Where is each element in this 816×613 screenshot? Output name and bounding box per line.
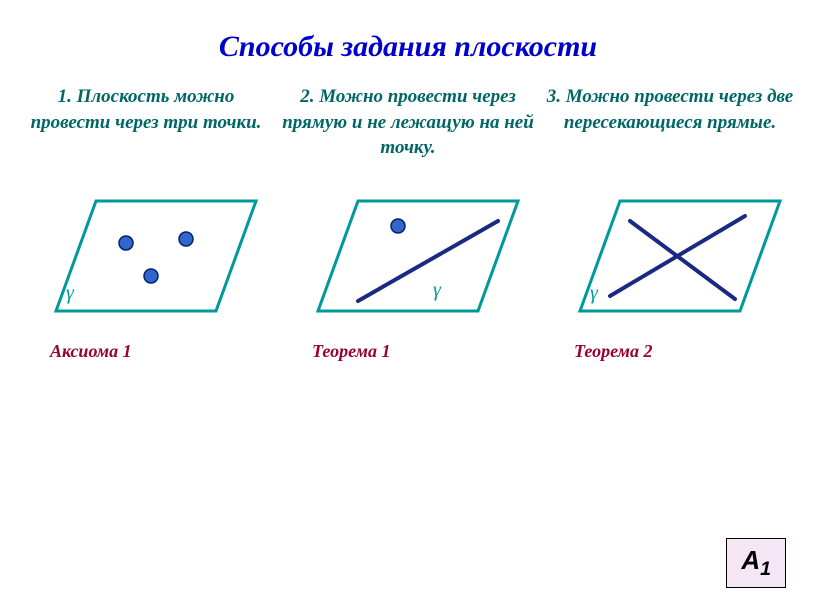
- svg-text:γ: γ: [433, 279, 442, 301]
- diagrams-row: γ Аксиома 1 γ Теорема 1 γ Теорема 2: [0, 161, 816, 362]
- descriptions-row: 1. Плоскость можно провести через три то…: [0, 64, 816, 161]
- tag-main: А: [741, 545, 760, 575]
- diagram-2-svg: γ: [288, 181, 528, 331]
- axiom-tag: А1: [726, 538, 786, 588]
- col-2-text: 2. Можно провести через прямую и не лежа…: [282, 84, 534, 161]
- diagram-2: γ Теорема 1: [282, 181, 534, 362]
- diagram-1-svg: γ: [26, 181, 266, 331]
- col-3: 3. Можно провести через две пересекающие…: [544, 84, 796, 161]
- svg-text:γ: γ: [590, 282, 599, 304]
- caption-2: Теорема 1: [282, 341, 390, 362]
- svg-text:γ: γ: [66, 282, 75, 304]
- caption-3: Теорема 2: [544, 341, 652, 362]
- col-2: 2. Можно провести через прямую и не лежа…: [282, 84, 534, 161]
- col-1-text: 1. Плоскость можно провести через три то…: [20, 84, 272, 135]
- page-title: Способы задания плоскости: [0, 0, 816, 64]
- tag-sub: 1: [760, 558, 771, 580]
- title-text: Способы задания плоскости: [219, 30, 597, 63]
- col-3-text: 3. Можно провести через две пересекающие…: [544, 84, 796, 135]
- caption-1: Аксиома 1: [20, 341, 132, 362]
- col-1: 1. Плоскость можно провести через три то…: [20, 84, 272, 161]
- diagram-3-svg: γ: [550, 181, 790, 331]
- diagram-1: γ Аксиома 1: [20, 181, 272, 362]
- diagram-3: γ Теорема 2: [544, 181, 796, 362]
